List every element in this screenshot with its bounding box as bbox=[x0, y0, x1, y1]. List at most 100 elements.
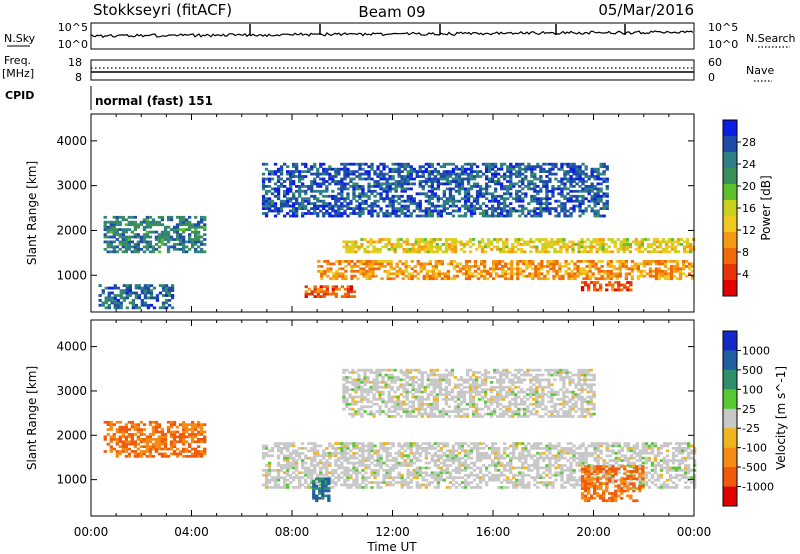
power-cell bbox=[390, 247, 394, 251]
power-cell bbox=[313, 285, 317, 289]
power-cell bbox=[115, 218, 119, 222]
power-cell bbox=[343, 172, 347, 176]
power-cell bbox=[572, 209, 576, 213]
velocity-cell bbox=[391, 444, 395, 448]
power-cell bbox=[418, 207, 422, 210]
velocity-cell bbox=[334, 476, 338, 479]
velocity-cell bbox=[494, 466, 498, 470]
velocity-cell bbox=[460, 444, 465, 448]
velocity-cell bbox=[463, 451, 468, 455]
velocity-cell bbox=[121, 442, 125, 446]
power-cell bbox=[454, 180, 459, 183]
power-cell bbox=[463, 162, 468, 166]
power-cell bbox=[110, 296, 114, 300]
velocity-cell bbox=[475, 466, 480, 470]
power-cell bbox=[146, 303, 151, 307]
power-cell bbox=[371, 272, 375, 276]
power-cell bbox=[673, 240, 678, 244]
power-cell bbox=[325, 172, 329, 176]
power-cell bbox=[466, 187, 471, 191]
velocity-cell bbox=[536, 459, 540, 462]
velocity-cell bbox=[160, 435, 165, 439]
power-cell bbox=[431, 269, 435, 273]
power-cell bbox=[595, 240, 599, 244]
velocity-cell bbox=[629, 461, 633, 465]
velocity-cell bbox=[448, 456, 453, 460]
velocity-cell bbox=[575, 456, 579, 460]
power-cell bbox=[200, 247, 204, 251]
power-cell bbox=[660, 269, 665, 273]
power-cell bbox=[175, 238, 180, 241]
power-cell bbox=[646, 238, 651, 241]
power-cell bbox=[388, 199, 392, 203]
velocity-cell bbox=[475, 454, 480, 458]
power-cell bbox=[646, 245, 651, 249]
velocity-cell bbox=[346, 444, 350, 448]
power-cell bbox=[593, 170, 597, 173]
power-cell bbox=[670, 238, 675, 241]
power-cell bbox=[555, 269, 559, 273]
power-cell bbox=[136, 247, 140, 251]
power-cell bbox=[580, 243, 584, 246]
velocity-cell bbox=[617, 459, 621, 462]
power-cell bbox=[167, 291, 172, 295]
velocity-cell bbox=[316, 454, 320, 458]
velocity-cell bbox=[385, 459, 389, 462]
velocity-cell bbox=[367, 444, 371, 448]
power-cell bbox=[203, 238, 207, 241]
velocity-cell bbox=[557, 459, 561, 462]
power-cell bbox=[503, 185, 507, 188]
power-cell bbox=[352, 212, 356, 215]
power-cell bbox=[157, 250, 162, 254]
power-cell bbox=[535, 238, 539, 241]
power-cell bbox=[505, 245, 509, 249]
power-cell bbox=[502, 243, 506, 246]
power-cell bbox=[433, 175, 437, 178]
velocity-cell bbox=[154, 423, 159, 426]
power-cell bbox=[654, 274, 659, 278]
velocity-cell bbox=[515, 444, 519, 448]
power-cell bbox=[442, 189, 446, 193]
power-cell bbox=[654, 267, 659, 271]
power-cell bbox=[388, 204, 392, 208]
power-cell bbox=[691, 262, 695, 266]
power-cell bbox=[581, 197, 585, 201]
power-cell bbox=[479, 274, 484, 278]
power-cell bbox=[637, 243, 641, 246]
velocity-cell bbox=[295, 476, 299, 479]
velocity-cell bbox=[614, 442, 618, 445]
power-cell bbox=[283, 202, 287, 205]
power-cell bbox=[163, 243, 168, 246]
power-cell bbox=[515, 192, 519, 196]
velocity-cell bbox=[182, 428, 186, 431]
power-cell bbox=[655, 250, 660, 254]
power-cell bbox=[473, 274, 478, 278]
power-cell bbox=[424, 199, 428, 203]
power-cell bbox=[572, 185, 576, 188]
power-cell bbox=[655, 240, 660, 244]
power-cell bbox=[466, 199, 471, 203]
velocity-cell bbox=[276, 473, 281, 477]
velocity-cell bbox=[457, 461, 462, 465]
power-cell bbox=[554, 199, 558, 203]
velocity-cell bbox=[554, 456, 558, 460]
power-cell bbox=[164, 286, 169, 290]
power-cell bbox=[512, 209, 516, 213]
velocity-cell bbox=[334, 464, 338, 467]
power-cell bbox=[376, 199, 380, 203]
power-cell bbox=[452, 277, 457, 281]
power-cell bbox=[304, 290, 308, 294]
velocity-cell bbox=[566, 459, 570, 462]
power-cell bbox=[618, 265, 622, 268]
power-cell bbox=[569, 162, 573, 166]
power-cell bbox=[552, 274, 556, 278]
power-cell bbox=[346, 172, 350, 176]
velocity-cell bbox=[112, 433, 116, 436]
power-cell bbox=[447, 247, 452, 251]
velocity-cell bbox=[457, 456, 462, 460]
power-cell bbox=[286, 177, 290, 181]
power-cell bbox=[596, 182, 600, 186]
power-cell bbox=[500, 165, 504, 169]
velocity-cell bbox=[109, 447, 113, 451]
